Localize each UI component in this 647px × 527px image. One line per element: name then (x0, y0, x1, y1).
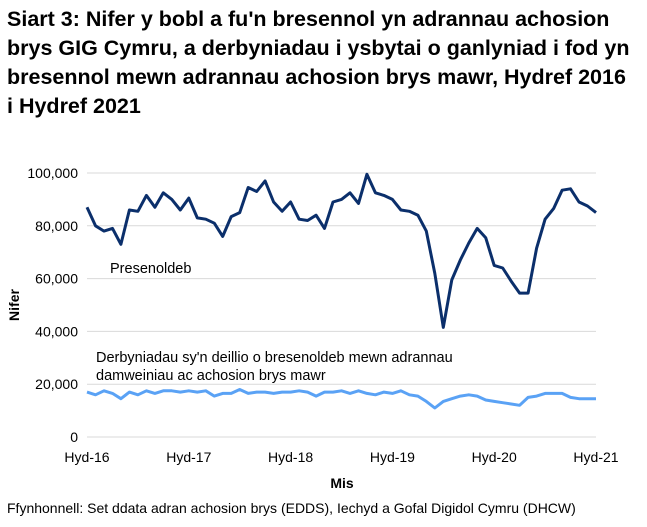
series-label-derbyniadau-2: damweiniau ac achosion brys mawr (96, 368, 326, 384)
x-tick-label: Hyd-21 (573, 449, 618, 465)
source-note: Ffynhonnell: Set ddata adran achosion br… (7, 500, 576, 516)
y-tick-label: 20,000 (35, 376, 78, 392)
x-tick-label: Hyd-20 (472, 449, 517, 465)
x-tick-label: Hyd-18 (268, 449, 313, 465)
y-tick-label: 60,000 (35, 271, 78, 287)
series-line-presenoldeb (85, 172, 597, 329)
x-tick-label: Hyd-17 (166, 449, 211, 465)
x-tick-label: Hyd-16 (64, 449, 109, 465)
series-label-derbyniadau-1: Derbyniadau sy'n deillio o bresenoldeb m… (96, 350, 453, 366)
y-tick-label: 40,000 (35, 323, 78, 339)
x-axis-label: Mis (330, 475, 354, 491)
y-axis-label: Nifer (6, 289, 22, 321)
x-tick-label: Hyd-19 (370, 449, 415, 465)
y-tick-label: 0 (70, 429, 78, 445)
series-line-derbyniadau (86, 388, 596, 410)
chart-title: Siart 3: Nifer y bobl a fu'n bresennol y… (7, 7, 630, 118)
y-tick-label: 100,000 (27, 165, 78, 181)
series-label-presenoldeb: Presenoldeb (110, 261, 191, 277)
y-tick-label: 80,000 (35, 218, 78, 234)
